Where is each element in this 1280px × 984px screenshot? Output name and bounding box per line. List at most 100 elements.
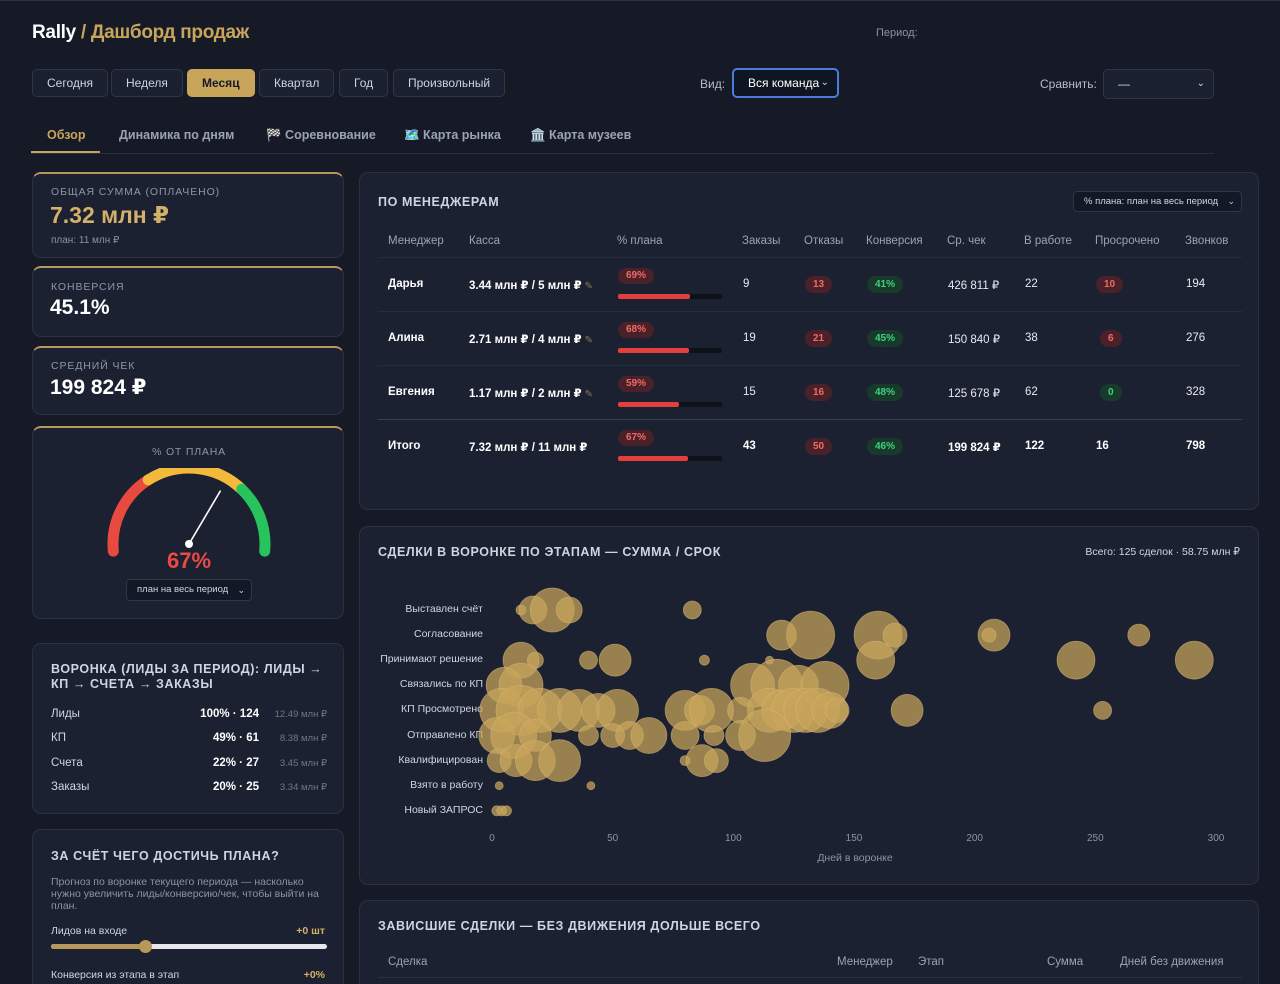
plan-progress-fill bbox=[618, 294, 690, 299]
gauge-arc-yellow bbox=[142, 468, 248, 495]
deal-bubble[interactable] bbox=[1093, 700, 1112, 720]
plan-mode-select[interactable]: % плана: план на весь период ⌄ bbox=[1073, 191, 1242, 212]
avg-check: 150 840 ₽ bbox=[948, 334, 1001, 346]
tab-overview[interactable]: Обзор bbox=[47, 128, 86, 142]
tab-competition[interactable]: 🏁 Соревнование bbox=[266, 128, 376, 142]
deal-bubble[interactable] bbox=[698, 654, 710, 666]
dashboard-title: Дашборд продаж bbox=[90, 22, 249, 43]
funnel-row: КП 49% · 61 8.38 млн ₽ bbox=[51, 732, 327, 748]
funnel-stage-pct: 100% · 124 bbox=[200, 708, 259, 720]
chevron-down-icon: ⌄ bbox=[1227, 196, 1235, 206]
gauge-plan-select[interactable]: план на весь период ⌄ bbox=[126, 579, 252, 601]
leads-slider-handle[interactable] bbox=[138, 940, 152, 953]
pencil-icon[interactable]: ✎ bbox=[584, 389, 594, 400]
deal-bubble[interactable] bbox=[555, 596, 583, 624]
kpi-total-label: Общая сумма (оплачено) bbox=[51, 186, 221, 198]
stage-label: Отправлено КП bbox=[407, 728, 483, 741]
deal-bubble[interactable] bbox=[579, 650, 598, 670]
tab-museum-map[interactable]: 🏛️ Карта музеев bbox=[530, 128, 632, 142]
plan-help-description: Прогноз по воронке текущего периода — на… bbox=[51, 876, 319, 912]
bubble-chart bbox=[478, 587, 1214, 817]
plan-help-card: За счёт чего достичь плана? Прогноз по в… bbox=[32, 829, 344, 984]
plan-percent-badge: 67% bbox=[618, 430, 655, 446]
gauge-needle-pivot bbox=[185, 540, 193, 548]
active-tab-indicator bbox=[31, 151, 100, 153]
x-tick-label: 150 bbox=[845, 833, 863, 844]
compare-label: Сравнить: bbox=[1040, 77, 1097, 91]
period-button-month[interactable]: Месяц bbox=[187, 69, 255, 97]
stage-label: Связались по КП bbox=[399, 678, 483, 691]
period-button-quarter[interactable]: Квартал bbox=[259, 69, 335, 97]
total-label: Итого bbox=[388, 440, 421, 452]
deal-bubble[interactable] bbox=[598, 643, 632, 677]
period-button-year[interactable]: Год bbox=[339, 69, 389, 97]
deal-bubble[interactable] bbox=[494, 781, 504, 791]
period-button-custom[interactable]: Произвольный bbox=[393, 69, 506, 97]
deal-bubble[interactable] bbox=[586, 781, 596, 791]
funnel-card: Воронка (лиды за период): лиды → КП → сч… bbox=[32, 643, 344, 814]
x-tick-label: 0 bbox=[489, 833, 495, 844]
total-overdue: 16 bbox=[1096, 440, 1109, 452]
period-button-today[interactable]: Сегодня bbox=[32, 69, 108, 97]
plan-progress-fill bbox=[618, 456, 688, 461]
deal-bubble[interactable] bbox=[786, 610, 836, 660]
table-row[interactable]: Евгения 1.17 млн ₽ / 2 млн ₽ ✎ 59% 15 16 … bbox=[378, 365, 1242, 419]
view-select[interactable]: Вся команда ⌄ bbox=[732, 68, 839, 98]
tab-daily-dynamics[interactable]: Динамика по дням bbox=[119, 128, 235, 142]
leads-slider-fill bbox=[51, 944, 145, 949]
deal-bubble[interactable] bbox=[703, 748, 729, 774]
calls-count: 276 bbox=[1186, 332, 1206, 344]
deal-bubble[interactable] bbox=[501, 805, 512, 817]
table-row[interactable]: Дарья 3.44 млн ₽ / 5 млн ₽ ✎ 69% 9 13 41%… bbox=[378, 257, 1242, 311]
kpi-total-plan: план: 11 млн ₽ bbox=[51, 235, 120, 246]
deal-bubble[interactable] bbox=[1056, 640, 1096, 680]
calls-count: 328 bbox=[1186, 386, 1206, 398]
deal-bubble[interactable] bbox=[1127, 623, 1151, 647]
compare-select[interactable]: — ⌄ bbox=[1103, 69, 1214, 99]
chart-subtitle: Всего: 125 сделок · 58.75 млн ₽ bbox=[1085, 546, 1240, 558]
pencil-icon[interactable]: ✎ bbox=[584, 335, 594, 346]
conversion-badge: 48% bbox=[867, 384, 904, 401]
funnel-row: Заказы 20% · 25 3.34 млн ₽ bbox=[51, 781, 327, 797]
deal-bubble[interactable] bbox=[856, 640, 896, 680]
deal-bubble[interactable] bbox=[578, 725, 599, 746]
gauge-title: % ОТ ПЛАНА bbox=[152, 446, 226, 458]
plan-gauge-card: % ОТ ПЛАНА 67% план на весь период ⌄ bbox=[32, 426, 344, 619]
funnel-stage-pct: 49% · 61 bbox=[212, 732, 259, 744]
leads-slider[interactable] bbox=[51, 940, 327, 953]
plan-progress-bar bbox=[618, 456, 722, 461]
deal-bubble[interactable] bbox=[670, 721, 700, 750]
deal-bubble[interactable] bbox=[824, 697, 850, 723]
deal-bubble[interactable] bbox=[890, 693, 924, 727]
table-row[interactable]: Алина 2.71 млн ₽ / 4 млн ₽ ✎ 68% 19 21 45… bbox=[378, 311, 1242, 365]
manager-cash: 1.17 млн ₽ / 2 млн ₽ ✎ bbox=[469, 388, 594, 400]
period-button-week[interactable]: Неделя bbox=[111, 69, 183, 97]
deal-bubble[interactable] bbox=[738, 709, 792, 762]
stage-label: КП Просмотрено bbox=[400, 703, 483, 716]
deal-bubble[interactable] bbox=[538, 739, 582, 783]
plan-gauge bbox=[107, 468, 271, 557]
deal-bubble[interactable] bbox=[682, 600, 702, 620]
deal-bubble[interactable] bbox=[981, 627, 997, 643]
deal-bubble[interactable] bbox=[703, 725, 725, 746]
deal-bubble[interactable] bbox=[630, 717, 668, 754]
funnel-stage-name: КП bbox=[51, 732, 66, 744]
funnel-title: Воронка (лиды за период): лиды → КП → сч… bbox=[51, 662, 323, 691]
pipeline-chart-card: Сделки в воронке по этапам — сумма / сро… bbox=[359, 526, 1259, 885]
stale-deals-card: Зависшие сделки — без движения дольше вс… bbox=[359, 900, 1259, 984]
stage-label: Согласование bbox=[414, 628, 483, 641]
total-in-work: 122 bbox=[1025, 440, 1045, 452]
pencil-icon[interactable]: ✎ bbox=[584, 281, 594, 292]
plan-progress-fill bbox=[618, 348, 689, 353]
funnel-stage-pct: 22% · 27 bbox=[212, 757, 259, 769]
column-header-conversion: Конверсия bbox=[866, 235, 923, 247]
funnel-stage-name: Лиды bbox=[51, 708, 80, 720]
title-separator: / bbox=[75, 22, 91, 43]
avg-check: 426 811 ₽ bbox=[948, 280, 1000, 292]
refusals-badge: 16 bbox=[805, 384, 833, 401]
deal-bubble[interactable] bbox=[1174, 640, 1214, 680]
overdue-badge: 0 bbox=[1100, 384, 1122, 401]
deal-bubble[interactable] bbox=[882, 622, 908, 648]
kpi-avg-check-label: Средний чек bbox=[51, 360, 136, 372]
tab-market-map[interactable]: 🗺️ Карта рынка bbox=[404, 128, 501, 142]
